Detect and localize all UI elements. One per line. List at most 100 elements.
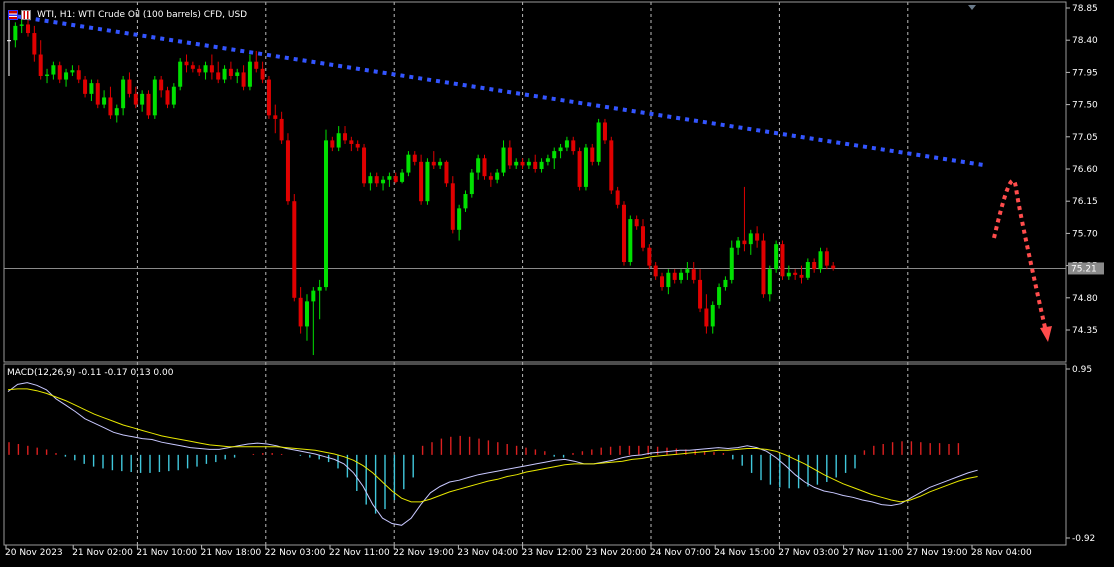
candle-body: [222, 68, 227, 80]
candle: [812, 258, 817, 273]
candle-body: [26, 24, 31, 34]
candle-body: [266, 79, 271, 116]
candle-body: [57, 65, 62, 80]
price-tick-label: 78.40: [1072, 36, 1098, 46]
axes: 20 Nov 2023 21 Nov 02:00 21 Nov 10:00 21 No…: [3, 1, 1104, 558]
candle-body: [596, 122, 601, 162]
candle-body: [780, 244, 785, 277]
candle: [317, 279, 322, 320]
candle: [165, 86, 170, 109]
candle: [438, 158, 443, 169]
candle: [247, 54, 252, 91]
candle-body: [552, 151, 557, 159]
candle: [571, 136, 576, 155]
candle-body: [812, 262, 817, 270]
candle-body: [419, 161, 424, 202]
candle: [736, 236, 741, 255]
candle: [203, 61, 208, 80]
macd-main-line: [7, 382, 978, 526]
price-pane-border: [3, 1, 1067, 363]
candle: [431, 151, 436, 169]
candle-body: [571, 140, 576, 152]
candle: [457, 204, 462, 241]
vertical-grid: [136, 2, 909, 545]
candle-body: [463, 194, 468, 209]
candle: [717, 283, 722, 309]
candle: [89, 79, 94, 102]
candle: [254, 50, 259, 73]
candle: [488, 172, 493, 187]
candle: [32, 25, 37, 62]
candle-body: [824, 251, 829, 266]
x-tick-label: 27 Nov 11:00: [843, 548, 904, 558]
candle-body: [495, 172, 500, 180]
candle: [279, 111, 284, 144]
x-tick-label: 22 Nov 03:00: [265, 548, 326, 558]
candle: [400, 169, 405, 184]
candle-body: [355, 143, 360, 148]
candle: [324, 129, 328, 291]
candle: [140, 90, 145, 112]
resistance-trendline: [8, 13, 987, 168]
candle-body: [450, 183, 455, 230]
candle: [83, 75, 88, 98]
candle: [228, 61, 233, 80]
candle-body: [133, 93, 138, 105]
candle-body: [406, 154, 411, 173]
candle-body: [742, 240, 747, 245]
x-tick-label: 22 Nov 11:00: [329, 548, 390, 558]
x-tick-label: 20 Nov 2023: [5, 548, 63, 558]
x-tick-label: 23 Nov 12:00: [522, 548, 583, 558]
candle: [723, 276, 728, 291]
candle-body: [146, 93, 151, 116]
candle-body: [228, 68, 233, 76]
candle-body: [304, 301, 309, 327]
candle-body: [121, 79, 126, 109]
candle-body: [641, 226, 645, 248]
projection-arrow: [992, 178, 1048, 333]
candle: [133, 86, 138, 109]
candle-body: [184, 61, 189, 66]
candle-body: [710, 304, 715, 327]
candle: [463, 190, 468, 212]
candle: [146, 90, 151, 119]
candle: [780, 240, 785, 280]
candle-body: [374, 176, 379, 184]
candle-body: [114, 108, 119, 116]
candle: [564, 136, 569, 152]
candle: [197, 65, 202, 76]
candle: [628, 215, 633, 266]
candle-body: [324, 140, 328, 288]
candle: [558, 143, 563, 159]
candle: [298, 287, 303, 334]
symbol-flag-icon[interactable]: [21, 10, 31, 20]
candle-body: [767, 269, 772, 295]
candle-body: [615, 190, 620, 205]
candle: [761, 233, 766, 298]
candle: [393, 172, 398, 184]
candle: [469, 169, 474, 198]
price-tick-label: 76.60: [1072, 165, 1098, 175]
candle-body: [609, 140, 614, 191]
candle-body: [235, 72, 240, 76]
x-tick-label: 24 Nov 15:00: [714, 548, 775, 558]
candle: [755, 226, 760, 248]
candle: [178, 58, 183, 91]
candle-body: [76, 70, 81, 80]
x-tick-label: 24 Nov 07:00: [650, 548, 711, 558]
candle: [412, 151, 417, 166]
candle: [685, 262, 690, 280]
candle: [38, 40, 43, 80]
price-tick-label: 77.05: [1072, 133, 1098, 143]
candle: [831, 262, 836, 271]
candle-body: [317, 287, 322, 291]
current-price-tag: [1068, 262, 1104, 275]
candle: [95, 79, 100, 109]
candle-body: [311, 290, 316, 302]
price-tick-label: 78.85: [1072, 4, 1098, 14]
projection-arrow-head: [1040, 326, 1052, 342]
candle: [539, 158, 544, 173]
chart-flag-icon[interactable]: [8, 10, 18, 20]
candle-body: [7, 40, 11, 42]
candle: [450, 176, 455, 234]
